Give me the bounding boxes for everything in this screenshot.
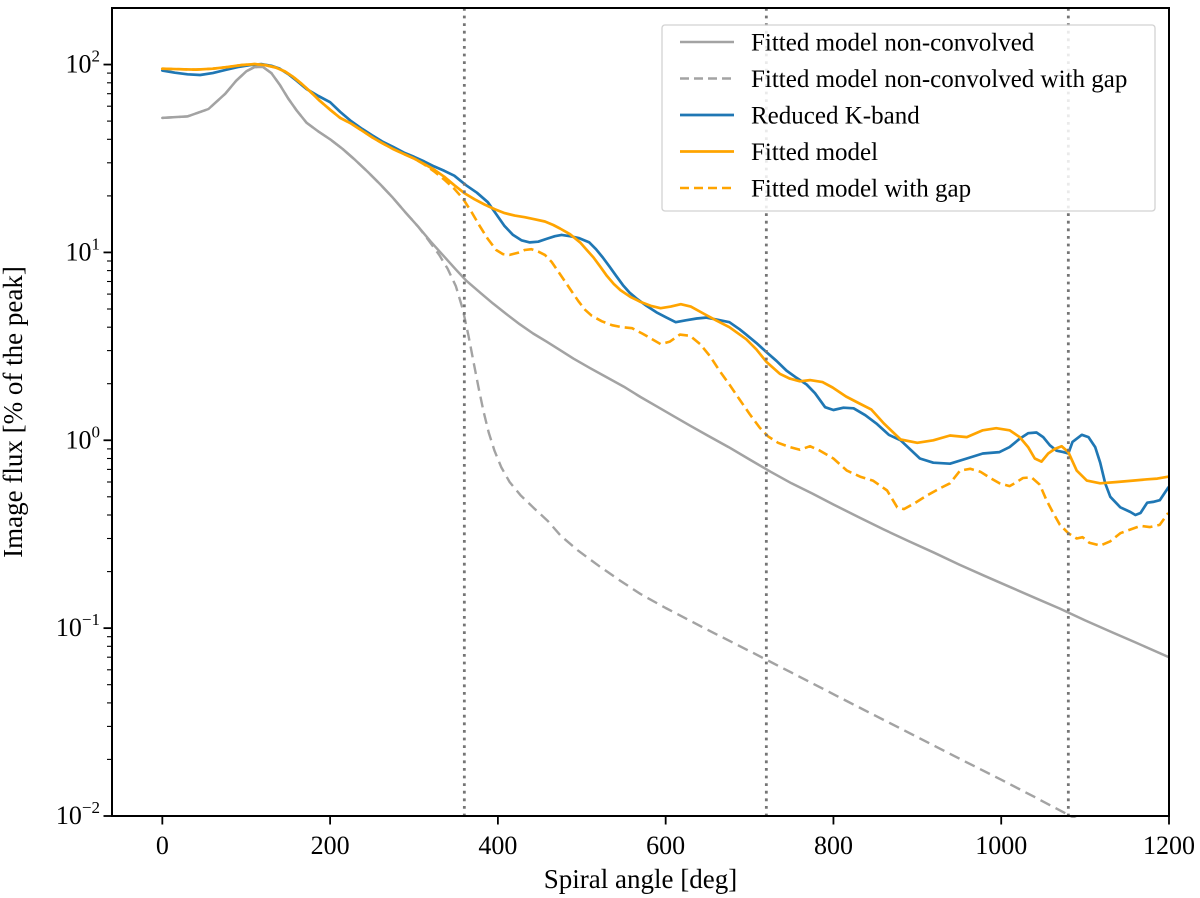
y-tick-label-1e1: 101	[66, 234, 101, 266]
axis-tick-labels: 0 200 400 600 800 1000 1200 102 101 100 10−1 10−2	[56, 47, 1195, 860]
data-curves	[160, 62, 1169, 818]
y-tick-label-1e−2: 10−2	[56, 798, 100, 830]
legend-label-3: Fitted model	[751, 139, 878, 166]
legend-label-0: Fitted model non-convolved	[751, 30, 1035, 57]
plot-border	[111, 7, 1170, 817]
x-tick-label-200: 200	[311, 831, 350, 860]
legend-label-4: Fitted model with gap	[751, 176, 971, 203]
x-tick-label-600: 600	[646, 831, 685, 860]
reference-vlines	[462, 8, 1070, 816]
x-tick-label-1000: 1000	[975, 831, 1027, 860]
y-tick-label-1e−1: 10−1	[56, 610, 100, 642]
legend-label-1: Fitted model non-convolved with gap	[751, 66, 1127, 93]
legend: Fitted model non-convolved Fitted model n…	[661, 24, 1156, 212]
series-line-dashed-4	[162, 62, 1169, 547]
x-tick-label-400: 400	[478, 831, 517, 860]
x-tick-label-0: 0	[156, 831, 169, 860]
axis-titles: Spiral angle [deg] Image flux [% of the p…	[0, 266, 737, 894]
series-line-solid-2	[160, 62, 1169, 517]
axis-ticks	[103, 63, 1170, 825]
x-axis-title: Spiral angle [deg]	[544, 864, 737, 894]
y-axis-title: Image flux [% of the peak]	[0, 266, 28, 558]
legend-label-2: Reduced K-band	[751, 103, 920, 130]
x-tick-label-1200: 1200	[1143, 831, 1195, 860]
y-tick-label-1e2: 102	[66, 47, 101, 79]
x-tick-label-800: 800	[814, 831, 853, 860]
y-tick-label-1e0: 100	[66, 422, 101, 454]
legend-box	[661, 24, 1156, 212]
axes-spines	[111, 7, 1170, 817]
